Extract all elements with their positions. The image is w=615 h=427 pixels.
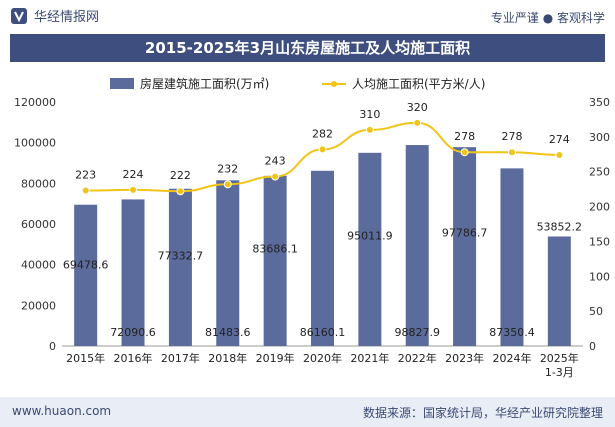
chart: 房屋建筑施工面积(万㎡) 人均施工面积(平方米/人) 0 20000 40000 6000… <box>14 76 610 379</box>
bar-value-label: 69478.6 <box>63 258 109 271</box>
bar <box>453 147 477 346</box>
line-value-label: 274 <box>549 133 570 146</box>
chart-title: 2015-2025年3月山东房屋施工及人均施工面积 <box>10 34 605 62</box>
brand-name: 华经情报网 <box>34 10 100 25</box>
line-value-label: 224 <box>123 168 144 181</box>
line-value-label: 222 <box>170 169 191 182</box>
tagline: 专业严谨 ● 客观科学 <box>490 11 605 25</box>
legend-label-bar: 房屋建筑施工面积(万㎡) <box>140 76 269 91</box>
y-left-tick-label: 80000 <box>21 177 56 190</box>
y-right-tick-label: 100 <box>589 270 610 283</box>
huajing-logo-icon <box>11 7 27 24</box>
footer: www.huaon.com 数据来源：国家统计局，华经产业研究院整理 <box>0 397 615 427</box>
bar <box>121 199 145 346</box>
bar-value-label: 98827.9 <box>394 326 440 339</box>
x-tick-label: 2016年 <box>114 351 153 365</box>
x-tick-label: 2020年 <box>303 351 342 365</box>
line-point <box>365 125 374 134</box>
line-point <box>176 187 185 196</box>
bar <box>547 236 571 346</box>
line-value-label: 223 <box>75 169 96 182</box>
top-bar: 华经情报网 专业严谨 ● 客观科学 <box>0 0 615 34</box>
legend-label-line: 人均施工面积(平方米/人) <box>352 76 485 91</box>
line-point <box>81 186 90 195</box>
y-right-tick-label: 300 <box>589 131 610 144</box>
line-value-label: 278 <box>501 130 522 143</box>
bar <box>74 204 98 346</box>
x-tick-label: 2022年 <box>398 351 437 365</box>
y-left-tick-label: 20000 <box>21 299 56 312</box>
x-tick-label: 1-3月 <box>545 366 574 379</box>
line-value-label: 310 <box>359 108 380 121</box>
line-point <box>271 172 280 181</box>
y-right-tick-label: 0 <box>589 340 596 353</box>
bar-value-label: 53852.2 <box>537 221 583 234</box>
footer-source: 数据来源：国家统计局，华经产业研究院整理 <box>362 406 603 420</box>
bar-value-label: 87350.4 <box>489 326 535 339</box>
line-point <box>223 180 232 189</box>
x-tick-label: 2018年 <box>208 351 247 365</box>
bar-value-label: 81483.6 <box>205 326 251 339</box>
x-tick-label: 2015年 <box>66 351 105 365</box>
line-point <box>507 148 516 157</box>
y-right-tick-label: 250 <box>589 166 610 179</box>
bar-value-label: 83686.1 <box>252 242 298 255</box>
x-tick-label: 2025年 <box>540 351 579 365</box>
line-value-label: 320 <box>407 101 428 114</box>
y-right-tick-label: 200 <box>589 201 610 214</box>
x-tick-label: 2017年 <box>161 351 200 365</box>
bar-value-label: 72090.6 <box>110 326 156 339</box>
legend-swatch-bar <box>110 78 134 89</box>
legend-marker-line <box>331 81 337 87</box>
bar <box>216 180 240 346</box>
line-point <box>555 150 564 159</box>
bar-value-label: 86160.1 <box>300 326 346 339</box>
line-point <box>318 145 327 154</box>
y-left-tick-label: 100000 <box>14 137 56 150</box>
line-value-label: 243 <box>265 155 286 168</box>
bar-value-label: 95011.9 <box>347 230 393 243</box>
bar <box>263 175 287 346</box>
x-tick-label: 2021年 <box>350 351 389 365</box>
bar <box>311 170 334 346</box>
line-value-label: 232 <box>217 162 238 175</box>
y-left-tick-label: 40000 <box>21 259 56 272</box>
brand[interactable]: 华经情报网 <box>10 6 99 25</box>
y-right-tick-label: 150 <box>589 235 610 248</box>
bar <box>405 145 429 346</box>
y-left-tick-label: 0 <box>49 340 56 353</box>
y-left-tick-label: 120000 <box>14 96 56 109</box>
y-left-tick-label: 60000 <box>21 218 56 231</box>
footer-url[interactable]: www.huaon.com <box>12 404 112 418</box>
line-point <box>129 185 138 194</box>
line-value-label: 282 <box>312 127 333 140</box>
y-right-tick-label: 350 <box>589 96 610 109</box>
bar <box>168 188 192 346</box>
x-tick-label: 2024年 <box>492 351 531 365</box>
line-value-label: 278 <box>454 130 475 143</box>
bar-value-label: 97786.7 <box>442 227 488 240</box>
bar-value-label: 77332.7 <box>158 250 204 263</box>
line-point <box>460 148 469 157</box>
x-tick-label: 2019年 <box>256 351 295 365</box>
line-point <box>413 118 422 127</box>
y-right-tick-label: 50 <box>589 305 603 318</box>
x-tick-label: 2023年 <box>445 351 484 365</box>
bar <box>358 152 382 346</box>
bar <box>500 168 524 346</box>
